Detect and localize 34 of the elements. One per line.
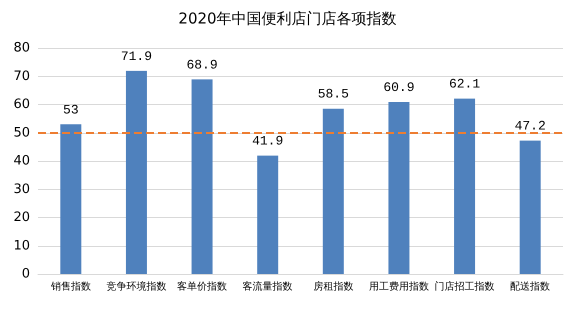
x-tick-label: 房租指数 — [313, 280, 354, 292]
y-tick-label: 50 — [13, 125, 30, 140]
bar — [454, 98, 476, 274]
x-tick-label: 客流量指数 — [242, 280, 293, 292]
x-tick-label: 竞争环境指数 — [106, 280, 166, 292]
data-label: 41.9 — [252, 134, 284, 149]
y-tick-label: 70 — [13, 68, 30, 84]
data-label: 68.9 — [186, 57, 218, 72]
x-tick-label: 用工费用指数 — [368, 280, 429, 292]
bar — [60, 124, 82, 274]
y-tick-label: 20 — [13, 210, 30, 225]
y-tick-label: 80 — [13, 40, 30, 56]
bar — [520, 140, 541, 274]
y-tick-label: 40 — [13, 154, 30, 168]
x-tick-label: 客单价指数 — [177, 280, 228, 292]
chart-title: 2020年中国便利店门店各项指数 — [178, 10, 397, 28]
x-tick-label: 配送指数 — [510, 280, 550, 292]
data-label: 60.9 — [383, 80, 415, 95]
bar — [257, 156, 278, 274]
x-tick-label: 销售指数 — [50, 280, 91, 292]
data-label: 47.2 — [514, 118, 546, 134]
y-tick-label: 10 — [13, 238, 30, 254]
data-label: 58.5 — [318, 86, 349, 102]
x-tick-label: 门店招工指数 — [434, 280, 495, 292]
bar — [388, 102, 410, 274]
bar — [192, 79, 213, 274]
bar — [322, 108, 344, 274]
data-label: 62.1 — [448, 76, 480, 92]
y-tick-label: 0 — [22, 266, 30, 282]
y-tick-label: 60 — [13, 97, 30, 112]
y-tick-label: 30 — [13, 182, 30, 197]
data-label: 53 — [63, 102, 79, 118]
data-label: 71.9 — [120, 48, 152, 64]
bar — [126, 70, 147, 274]
